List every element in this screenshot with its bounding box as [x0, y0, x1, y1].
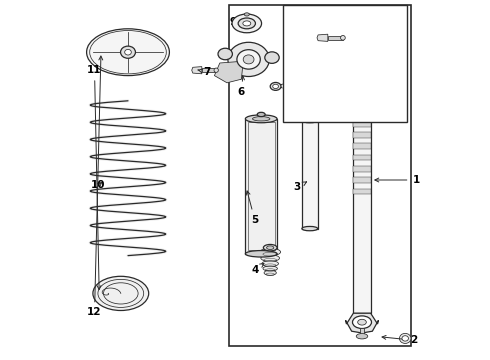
Bar	[353, 166, 370, 172]
Ellipse shape	[243, 21, 251, 26]
Ellipse shape	[232, 14, 262, 33]
Bar	[360, 328, 364, 338]
Bar	[353, 121, 370, 126]
Bar	[359, 11, 365, 97]
Ellipse shape	[261, 255, 280, 261]
Text: 7: 7	[327, 33, 341, 43]
Ellipse shape	[265, 52, 279, 63]
Ellipse shape	[228, 42, 270, 77]
Ellipse shape	[260, 248, 281, 256]
Bar	[229, 5, 411, 346]
Ellipse shape	[245, 13, 249, 16]
Text: 8: 8	[278, 81, 291, 91]
Polygon shape	[192, 67, 202, 74]
Bar	[352, 100, 372, 115]
Ellipse shape	[262, 261, 278, 266]
Ellipse shape	[358, 319, 367, 325]
Ellipse shape	[121, 46, 135, 58]
Ellipse shape	[356, 333, 368, 339]
Text: 1: 1	[375, 175, 419, 185]
Text: 3: 3	[294, 182, 307, 192]
Ellipse shape	[257, 112, 265, 117]
Bar	[353, 177, 370, 183]
Bar	[353, 132, 370, 138]
Ellipse shape	[302, 118, 318, 123]
Ellipse shape	[341, 36, 345, 40]
Ellipse shape	[93, 276, 148, 310]
Bar	[283, 5, 407, 122]
Ellipse shape	[245, 115, 277, 123]
Text: 2: 2	[382, 335, 417, 345]
Ellipse shape	[263, 266, 277, 271]
Bar	[353, 144, 370, 149]
Ellipse shape	[238, 18, 255, 29]
Bar	[328, 36, 343, 40]
Ellipse shape	[264, 270, 276, 275]
Bar	[353, 97, 370, 313]
Bar	[202, 68, 216, 72]
Ellipse shape	[267, 246, 274, 249]
Ellipse shape	[237, 50, 260, 69]
Text: 12: 12	[87, 56, 103, 318]
Ellipse shape	[352, 316, 371, 328]
Bar	[247, 122, 275, 250]
Ellipse shape	[399, 333, 411, 343]
Ellipse shape	[270, 82, 281, 90]
Bar	[302, 121, 318, 229]
Ellipse shape	[273, 84, 278, 89]
Ellipse shape	[263, 244, 277, 251]
Bar	[353, 189, 370, 194]
Ellipse shape	[243, 55, 254, 64]
Bar	[353, 155, 370, 161]
Text: 6: 6	[238, 76, 245, 97]
Ellipse shape	[402, 336, 409, 341]
Text: 11: 11	[87, 65, 102, 289]
Ellipse shape	[214, 68, 219, 72]
Text: 4: 4	[251, 264, 264, 275]
Text: 9: 9	[230, 17, 241, 27]
Polygon shape	[215, 61, 243, 83]
Text: 5: 5	[246, 191, 258, 225]
Polygon shape	[317, 34, 328, 41]
Polygon shape	[345, 313, 378, 333]
Ellipse shape	[252, 117, 270, 121]
Bar	[245, 119, 277, 254]
Ellipse shape	[218, 48, 232, 60]
Ellipse shape	[87, 29, 170, 76]
Text: 7: 7	[198, 67, 211, 77]
Ellipse shape	[124, 49, 131, 55]
Ellipse shape	[302, 226, 318, 231]
Text: 10: 10	[91, 180, 105, 190]
Ellipse shape	[245, 251, 277, 257]
